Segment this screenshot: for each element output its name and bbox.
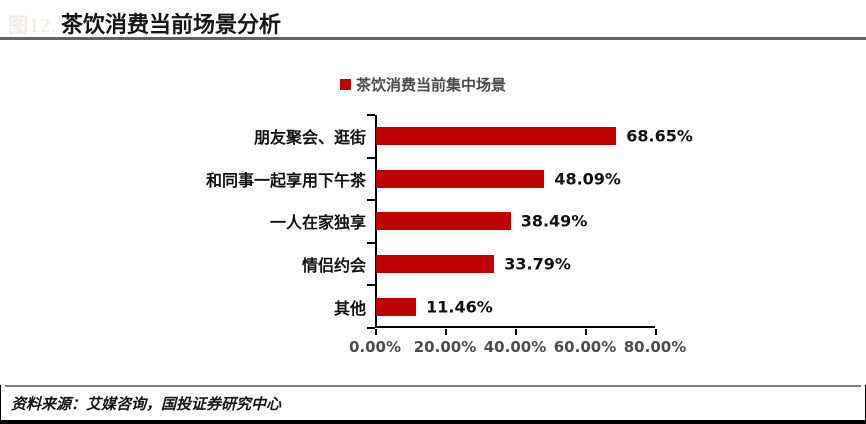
bar [376, 127, 617, 146]
y-axis-tick [367, 241, 375, 244]
x-axis-tick-label: 40.00% [483, 338, 547, 356]
chart-row: 朋友聚会、逛街 68.65% [0, 115, 866, 158]
title-divider [0, 37, 866, 40]
bar [376, 255, 495, 274]
x-axis-tick [655, 329, 657, 335]
source-divider [5, 385, 861, 387]
category-label: 朋友聚会、逛街 [253, 130, 366, 148]
y-axis-tick [367, 284, 375, 287]
value-label: 11.46% [426, 297, 493, 317]
source-text: 资料来源：艾媒咨询，国投证券研究中心 [11, 397, 282, 413]
x-axis-tick-label: 20.00% [413, 338, 477, 356]
x-axis-tick [515, 329, 517, 335]
page-title: 茶饮消费当前场景分析 [61, 12, 282, 37]
x-axis-tick [445, 329, 447, 335]
figure-number-label: 图12. [8, 15, 57, 37]
bar [376, 169, 545, 188]
value-label: 48.09% [554, 169, 621, 189]
x-axis-tick-label: 60.00% [553, 338, 617, 356]
bar [376, 212, 511, 231]
value-label: 33.79% [504, 254, 571, 274]
y-axis-tick [367, 327, 375, 329]
y-axis-tick [367, 156, 375, 159]
chart-row: 和同事一起享用下午茶 48.09% [0, 158, 866, 201]
source-band: 资料来源：艾媒咨询，国投证券研究中心 [0, 385, 866, 424]
y-axis-tick [367, 199, 375, 202]
chart-row: 其他 11.46% [0, 285, 866, 328]
category-label: 情侣约会 [301, 258, 366, 276]
chart-legend: 茶饮消费当前集中场景 [340, 74, 506, 95]
value-label: 68.65% [626, 126, 693, 146]
bar [376, 297, 417, 316]
y-axis-tick [367, 114, 375, 116]
category-label: 其他 [333, 300, 366, 318]
bar-chart: 朋友聚会、逛街 68.65% 和同事一起享用下午茶 48.09% 一人在家独享 38.49… [0, 114, 866, 356]
category-label: 一人在家独享 [269, 215, 366, 233]
legend-label: 茶饮消费当前集中场景 [356, 78, 507, 94]
value-label: 38.49% [520, 211, 588, 231]
category-label: 和同事一起享用下午茶 [205, 172, 366, 190]
x-axis-tick [375, 329, 377, 335]
x-axis-tick [585, 329, 587, 335]
legend-swatch-icon [340, 79, 351, 90]
chart-row: 情侣约会 33.79% [0, 243, 866, 286]
chart-row: 一人在家独享 38.49% [0, 200, 866, 243]
x-axis-tick-label: 80.00% [623, 338, 687, 356]
x-axis-tick-label: 0.00% [348, 338, 402, 356]
